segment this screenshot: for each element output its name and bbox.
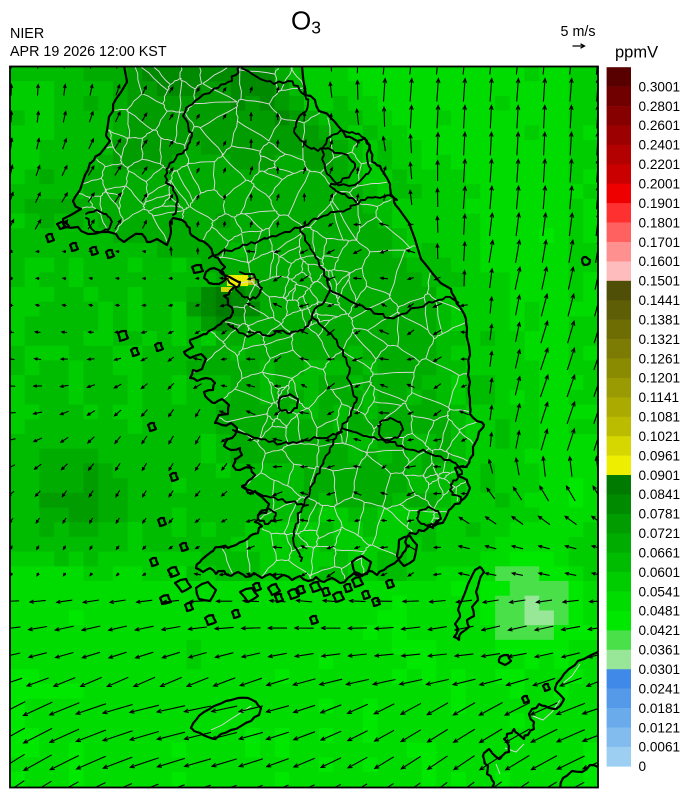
svg-text:0.1201: 0.1201 (639, 371, 681, 386)
svg-text:0.1501: 0.1501 (639, 274, 681, 289)
svg-text:0.2001: 0.2001 (639, 177, 681, 192)
svg-text:0.1321: 0.1321 (639, 332, 681, 347)
svg-text:0.1801: 0.1801 (639, 215, 681, 230)
svg-text:0.1021: 0.1021 (639, 429, 681, 444)
svg-text:0.2201: 0.2201 (639, 157, 681, 172)
svg-text:0.0721: 0.0721 (639, 526, 681, 541)
svg-text:0.0301: 0.0301 (639, 662, 681, 677)
svg-text:0.1901: 0.1901 (639, 196, 681, 211)
svg-text:0.1441: 0.1441 (639, 293, 681, 308)
svg-text:0.0541: 0.0541 (639, 584, 681, 599)
svg-text:0.1381: 0.1381 (639, 312, 681, 327)
svg-text:0.2401: 0.2401 (639, 138, 681, 153)
svg-text:0.0181: 0.0181 (639, 701, 681, 716)
svg-text:0.0661: 0.0661 (639, 546, 681, 561)
svg-text:0.0121: 0.0121 (639, 720, 681, 735)
svg-text:5 m/s: 5 m/s (561, 24, 596, 40)
svg-text:0.0481: 0.0481 (639, 604, 681, 619)
svg-text:0.1601: 0.1601 (639, 254, 681, 269)
svg-text:0.2601: 0.2601 (639, 118, 681, 133)
svg-text:0.0601: 0.0601 (639, 565, 681, 580)
svg-text:NIER: NIER (10, 26, 44, 42)
svg-text:0.0361: 0.0361 (639, 643, 681, 658)
svg-text:0.0961: 0.0961 (639, 448, 681, 463)
svg-text:0.0421: 0.0421 (639, 623, 681, 638)
svg-text:0.3001: 0.3001 (639, 79, 681, 94)
svg-text:0.0901: 0.0901 (639, 468, 681, 483)
svg-text:0.0841: 0.0841 (639, 487, 681, 502)
svg-text:0.1261: 0.1261 (639, 351, 681, 366)
svg-text:ppmV: ppmV (615, 44, 658, 62)
svg-text:0.1081: 0.1081 (639, 410, 681, 425)
svg-text:0.2801: 0.2801 (639, 99, 681, 114)
svg-text:0.0241: 0.0241 (639, 681, 681, 696)
svg-text:0.0781: 0.0781 (639, 507, 681, 522)
svg-text:0.0061: 0.0061 (639, 740, 681, 755)
svg-text:0.1701: 0.1701 (639, 235, 681, 250)
svg-text:0: 0 (639, 759, 647, 774)
svg-text:APR 19 2026 12:00 KST: APR 19 2026 12:00 KST (10, 44, 167, 60)
svg-text:0.1141: 0.1141 (639, 390, 680, 405)
